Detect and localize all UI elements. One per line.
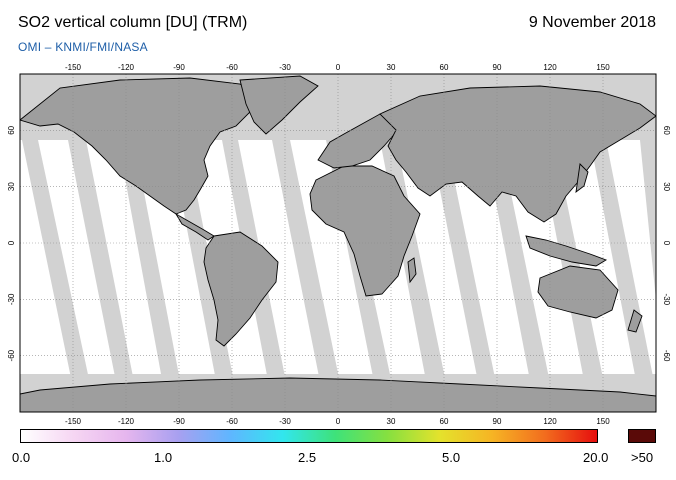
japan (575, 163, 589, 194)
latitude-tick-label: 0 (7, 240, 16, 245)
colorbar-label-5: >50 (631, 450, 654, 465)
south-america (203, 231, 279, 347)
longitude-tick-label: 60 (440, 63, 449, 72)
map-title: SO2 vertical column [DU] (TRM) (18, 14, 248, 31)
latitude-ticks-left: 60 30 0 -30 -60 (7, 125, 16, 361)
longitude-tick-label: -90 (173, 417, 185, 426)
colorbar-label-2: 2.5 (298, 450, 317, 465)
latitude-tick-label: 0 (662, 241, 671, 246)
longitude-tick-label: -30 (279, 63, 291, 72)
graticule (20, 74, 656, 412)
longitude-ticks-top: -150 -120 -90 -60 -30 0 30 60 90 120 150 (65, 63, 610, 72)
africa (309, 165, 421, 297)
colorbar-overflow-swatch (628, 429, 656, 443)
longitude-tick-label: 150 (596, 417, 610, 426)
longitude-tick-label: -60 (226, 63, 238, 72)
greenland (239, 75, 319, 135)
longitude-tick-label: -60 (226, 417, 238, 426)
longitude-tick-label: 90 (493, 417, 502, 426)
longitude-tick-label: 120 (543, 417, 557, 426)
map-date: 9 November 2018 (528, 14, 656, 31)
longitude-tick-label: -120 (118, 63, 135, 72)
australia (537, 265, 619, 319)
longitude-tick-label: 120 (543, 63, 557, 72)
longitude-tick-label: 90 (493, 63, 502, 72)
longitude-tick-label: 150 (596, 63, 610, 72)
longitude-ticks-bottom: -150 -120 -90 -60 -30 0 30 60 90 120 150 (65, 417, 610, 426)
latitude-tick-label: 30 (662, 182, 671, 191)
madagascar (407, 257, 417, 284)
longitude-tick-label: 30 (387, 63, 396, 72)
latitude-tick-label: -30 (662, 294, 671, 306)
latitude-ticks-right: 60 30 0 -30 -60 (662, 126, 671, 362)
longitude-tick-label: -150 (65, 63, 82, 72)
longitude-tick-label: -30 (279, 417, 291, 426)
latitude-tick-label: -60 (662, 350, 671, 362)
colorbar-label-4: 20.0 (583, 450, 609, 465)
longitude-tick-label: -90 (173, 63, 185, 72)
colorbar-label-1: 1.0 (154, 450, 173, 465)
longitude-tick-label: -120 (118, 417, 135, 426)
latitude-tick-label: -60 (7, 349, 16, 361)
latitude-tick-label: 60 (7, 125, 16, 134)
latitude-tick-label: 60 (662, 126, 671, 135)
longitude-tick-label: 0 (336, 63, 341, 72)
map-subtitle: OMI – KNMI/FMI/NASA (18, 40, 148, 54)
so2-world-map: -150 -120 -90 -60 -30 0 30 60 90 120 150 -150 -120-… (7, 63, 671, 426)
latitude-tick-label: 30 (7, 182, 16, 191)
indonesia (525, 235, 608, 267)
longitude-tick-label: 30 (387, 417, 396, 426)
asia (379, 85, 656, 223)
central-america (174, 212, 215, 241)
longitude-tick-label: 60 (440, 417, 449, 426)
colorbar-label-0: 0.0 (12, 450, 31, 465)
map-frame (19, 73, 657, 413)
new-zealand (627, 309, 643, 333)
colorbar-label-3: 5.0 (442, 450, 461, 465)
longitude-tick-label: 0 (336, 417, 341, 426)
longitude-tick-label: -150 (65, 417, 82, 426)
so2-colorbar (20, 429, 598, 443)
latitude-tick-label: -30 (7, 293, 16, 305)
